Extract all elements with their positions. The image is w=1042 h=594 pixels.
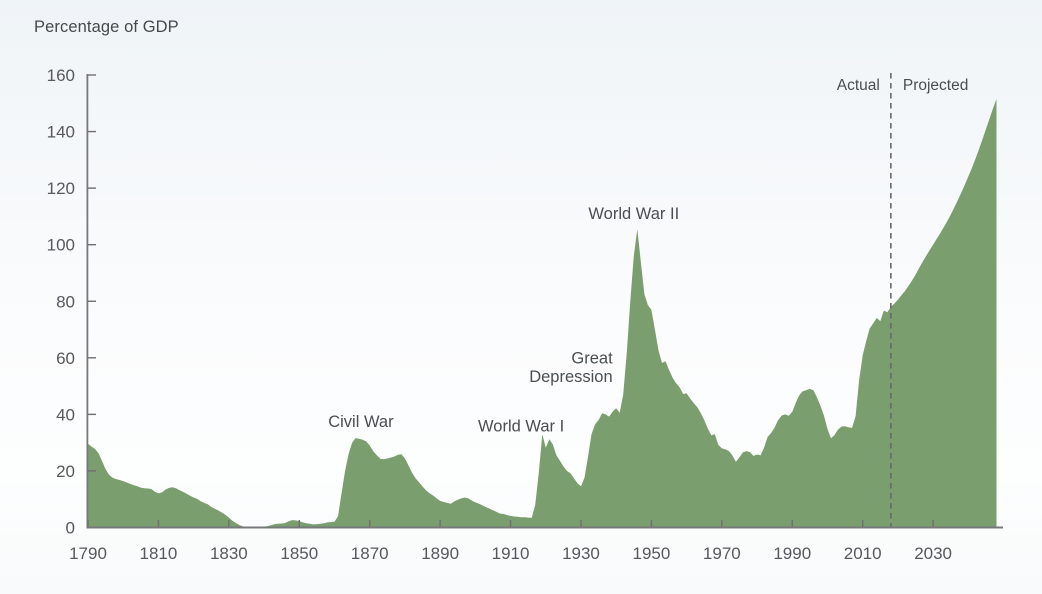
- x-tick-label: 1830: [210, 544, 248, 563]
- annotation-world-war-2: World War II: [588, 205, 679, 223]
- projected-label: Projected: [903, 77, 968, 94]
- chart-title: Percentage of GDP: [34, 18, 179, 36]
- y-tick-label: 60: [56, 349, 75, 368]
- y-tick-label: 160: [47, 66, 75, 85]
- annotation-civil-war: Civil War: [328, 413, 394, 431]
- x-tick-label: 1990: [773, 544, 811, 563]
- x-tick-label: 1790: [69, 544, 107, 563]
- actual-label: Actual: [837, 77, 880, 94]
- x-tick-label: 1890: [421, 544, 459, 563]
- x-tick-label: 2030: [914, 544, 952, 563]
- annotation-world-war-1: World War I: [478, 417, 564, 435]
- x-tick-label: 1930: [562, 544, 600, 563]
- y-tick-label: 0: [66, 519, 75, 538]
- y-tick-label: 140: [47, 123, 75, 142]
- debt-area-series: [88, 99, 997, 528]
- x-tick-label: 2010: [844, 544, 882, 563]
- x-tick-label: 1950: [632, 544, 670, 563]
- y-tick-label: 20: [56, 462, 75, 481]
- x-tick-label: 1970: [703, 544, 741, 563]
- x-tick-label: 1850: [280, 544, 318, 563]
- y-tick-label: 40: [56, 405, 75, 424]
- y-tick-label: 100: [47, 236, 75, 255]
- x-tick-label: 1870: [351, 544, 389, 563]
- annotation-great-depression: Great Depression: [529, 349, 613, 386]
- y-tick-label: 80: [56, 292, 75, 311]
- x-tick-label: 1910: [492, 544, 530, 563]
- x-tick-label: 1810: [140, 544, 178, 563]
- y-tick-label: 120: [47, 179, 75, 198]
